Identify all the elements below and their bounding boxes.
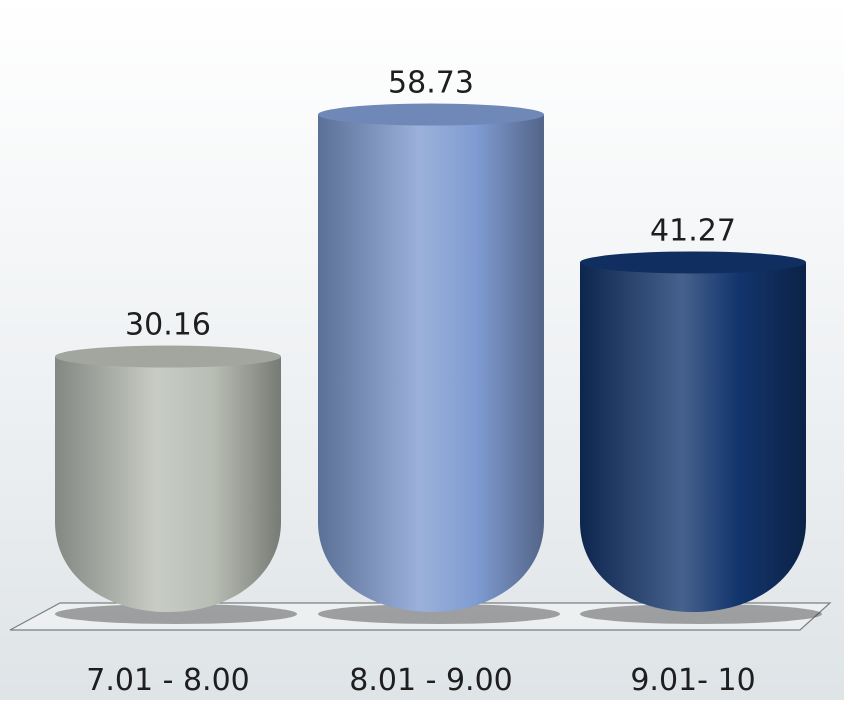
chart-floor: [9, 602, 832, 631]
category-label: 9.01- 10: [630, 663, 755, 698]
bar-top-2: [318, 103, 544, 126]
bar-shadow: [318, 604, 560, 624]
bar-3: [580, 262, 806, 612]
bar-group: [55, 103, 822, 624]
value-label: 58.73: [388, 66, 474, 101]
value-label-group: 30.16 58.73 41.27: [125, 66, 736, 343]
bar-top-1: [55, 345, 281, 368]
category-label-group: 7.01 - 8.00 8.01 - 9.00 9.01- 10: [86, 663, 755, 698]
bar-top-3: [580, 251, 806, 274]
bar-1: [55, 356, 281, 612]
bar-2: [318, 114, 544, 613]
category-label: 7.01 - 8.00: [86, 663, 250, 698]
value-label: 41.27: [650, 213, 736, 248]
bar-shadow: [580, 604, 822, 624]
value-label: 30.16: [125, 308, 211, 343]
category-label: 8.01 - 9.00: [349, 663, 513, 698]
bar-shadow: [55, 604, 297, 624]
